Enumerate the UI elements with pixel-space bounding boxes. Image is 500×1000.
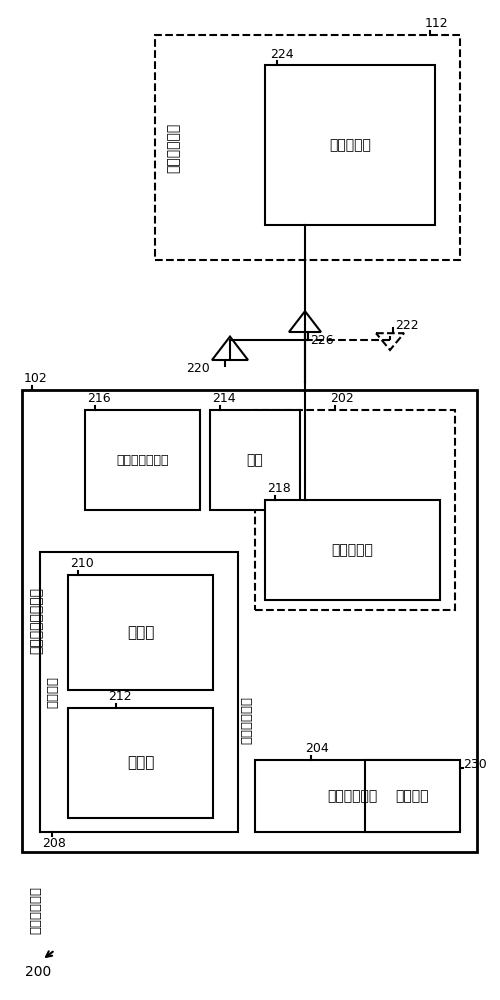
Text: 存储器: 存储器 [127, 756, 154, 770]
Text: 处理器: 处理器 [127, 625, 154, 640]
Text: 112: 112 [425, 17, 448, 30]
Text: 102: 102 [24, 372, 48, 385]
Text: 230: 230 [463, 758, 487, 772]
Text: 用户输入装置: 用户输入装置 [328, 789, 378, 803]
Text: 204: 204 [305, 742, 329, 755]
Bar [22, 390, 477, 852]
Bar [265, 65, 435, 225]
Text: 电池: 电池 [246, 453, 264, 467]
Text: 222: 222 [395, 319, 418, 332]
Bar [265, 500, 440, 600]
Bar [85, 410, 200, 510]
Text: 208: 208 [42, 837, 66, 850]
Text: 安全模块: 安全模块 [396, 789, 429, 803]
Text: 210: 210 [70, 557, 94, 570]
Text: 电压调节器电路: 电压调节器电路 [116, 454, 169, 466]
Text: 224: 224 [270, 48, 293, 61]
Bar [68, 708, 213, 818]
Bar [40, 552, 238, 832]
Text: 远程电子系统: 远程电子系统 [166, 122, 180, 173]
Text: 用户接口元件: 用户接口元件 [30, 886, 43, 934]
Text: 214: 214 [212, 392, 236, 405]
Text: 212: 212 [108, 690, 132, 703]
Text: 200: 200 [25, 965, 52, 979]
Text: 216: 216 [87, 392, 110, 405]
Text: 收发器电路: 收发器电路 [332, 543, 374, 557]
Text: 220: 220 [186, 362, 210, 375]
Bar [255, 760, 450, 832]
Text: 226: 226 [310, 334, 334, 347]
Text: 218: 218 [267, 482, 291, 495]
Text: 控制电路: 控制电路 [46, 676, 60, 708]
Bar [365, 760, 460, 832]
Text: 可训练收发器单元: 可训练收发器单元 [29, 587, 43, 654]
Text: 收发器电路: 收发器电路 [329, 138, 371, 152]
Bar [155, 35, 460, 260]
Text: 用户接口元件: 用户接口元件 [240, 696, 254, 744]
Bar [210, 410, 300, 510]
Bar [68, 575, 213, 690]
Text: 202: 202 [330, 392, 354, 405]
Bar [255, 410, 455, 610]
